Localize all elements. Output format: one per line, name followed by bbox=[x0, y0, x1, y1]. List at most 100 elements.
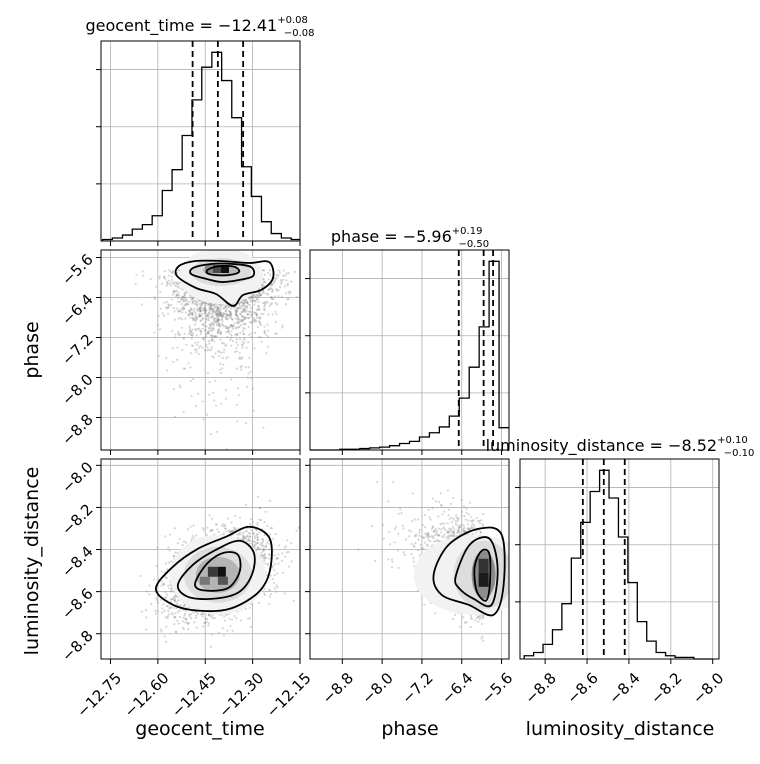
scatter-point bbox=[188, 314, 190, 316]
tick-label-y: −8.8 bbox=[58, 410, 96, 448]
scatter-point bbox=[286, 539, 288, 541]
scatter-point bbox=[259, 318, 261, 320]
scatter-point bbox=[159, 291, 161, 293]
scatter-point bbox=[155, 612, 157, 614]
scatter-point bbox=[281, 552, 283, 554]
scatter-point bbox=[295, 530, 297, 532]
scatter-point bbox=[179, 609, 181, 611]
scatter-point bbox=[192, 378, 194, 380]
scatter-point bbox=[173, 307, 175, 309]
scatter-point bbox=[249, 371, 251, 373]
scatter-point bbox=[156, 547, 158, 549]
scatter-point bbox=[191, 344, 193, 346]
scatter-point bbox=[157, 602, 159, 604]
scatter-point bbox=[250, 332, 252, 334]
scatter-point bbox=[191, 308, 193, 310]
scatter-point bbox=[226, 308, 228, 310]
scatter-point bbox=[256, 522, 258, 524]
scatter-point bbox=[168, 274, 170, 276]
scatter-point bbox=[172, 294, 174, 296]
scatter-point bbox=[181, 318, 183, 320]
scatter-point bbox=[242, 305, 244, 307]
scatter-point bbox=[227, 356, 229, 358]
panel-scatter-luminosity-distance-vs-geocent-time: −12.75−12.60−12.45−12.30−12.15−8.8−8.6−8… bbox=[58, 458, 315, 721]
scatter-point bbox=[223, 525, 225, 527]
scatter-point bbox=[260, 552, 262, 554]
scatter-point bbox=[281, 296, 283, 298]
scatter-point bbox=[165, 626, 167, 628]
scatter-point bbox=[199, 310, 201, 312]
scatter-point bbox=[200, 308, 202, 310]
scatter-point bbox=[155, 597, 157, 599]
scatter-point bbox=[269, 596, 271, 598]
scatter-point bbox=[177, 542, 179, 544]
scatter-point bbox=[168, 562, 170, 564]
scatter-point bbox=[163, 635, 165, 637]
scatter-point bbox=[252, 297, 254, 299]
scatter-point bbox=[202, 527, 204, 529]
scatter-point bbox=[262, 283, 264, 285]
scatter-point bbox=[193, 308, 195, 310]
scatter-point bbox=[284, 285, 286, 287]
scatter-point bbox=[266, 292, 268, 294]
panel-hist-phase bbox=[305, 250, 509, 455]
scatter-point bbox=[183, 628, 185, 630]
scatter-point bbox=[225, 310, 227, 312]
scatter-point bbox=[253, 312, 255, 314]
scatter-point bbox=[250, 316, 252, 318]
scatter-point bbox=[207, 625, 209, 627]
scatter-point bbox=[254, 332, 256, 334]
panel-scatter-luminosity-distance-vs-phase: −8.8−8.0−7.2−6.4−5.6 bbox=[305, 459, 534, 708]
scatter-point bbox=[212, 304, 214, 306]
scatter-point bbox=[163, 314, 165, 316]
scatter-point bbox=[264, 521, 266, 523]
scatter-point bbox=[196, 301, 198, 303]
scatter-point bbox=[232, 630, 234, 632]
scatter-point bbox=[245, 504, 247, 506]
scatter-point bbox=[231, 319, 233, 321]
scatter-point bbox=[235, 327, 237, 329]
scatter-point bbox=[205, 325, 207, 327]
scatter-point bbox=[275, 288, 277, 290]
scatter-point bbox=[260, 519, 262, 521]
scatter-point bbox=[209, 381, 211, 383]
scatter-point bbox=[163, 276, 165, 278]
scatter-point bbox=[465, 507, 467, 509]
scatter-point bbox=[183, 614, 185, 616]
scatter-point bbox=[213, 328, 215, 330]
tick-label-y: −8.2 bbox=[58, 500, 96, 538]
scatter-point bbox=[173, 555, 175, 557]
scatter-point bbox=[241, 340, 243, 342]
scatter-point bbox=[159, 275, 161, 277]
scatter-point bbox=[181, 311, 183, 313]
scatter-point bbox=[240, 358, 242, 360]
scatter-point bbox=[290, 281, 292, 283]
scatter-point bbox=[284, 556, 286, 558]
scatter-point bbox=[232, 340, 234, 342]
scatter-point bbox=[258, 295, 260, 297]
scatter-point bbox=[180, 297, 182, 299]
scatter-point bbox=[228, 306, 230, 308]
scatter-point bbox=[209, 313, 211, 315]
scatter-point bbox=[278, 544, 280, 546]
scatter-point bbox=[194, 312, 196, 314]
scatter-point bbox=[276, 313, 278, 315]
scatter-point bbox=[220, 403, 222, 405]
scatter-point bbox=[229, 339, 231, 341]
scatter-point bbox=[213, 399, 215, 401]
scatter-point bbox=[256, 537, 258, 539]
scatter-point bbox=[249, 523, 251, 525]
scatter-point bbox=[254, 319, 256, 321]
scatter-point bbox=[272, 578, 274, 580]
scatter-point bbox=[261, 292, 263, 294]
scatter-point bbox=[170, 606, 172, 608]
scatter-point bbox=[209, 327, 211, 329]
scatter-point bbox=[161, 611, 163, 613]
scatter-point bbox=[157, 315, 159, 317]
scatter-point bbox=[211, 339, 213, 341]
scatter-point bbox=[218, 632, 220, 634]
scatter-point bbox=[254, 541, 256, 543]
scatter-point bbox=[254, 321, 256, 323]
scatter-point bbox=[216, 528, 218, 530]
scatter-point bbox=[217, 330, 219, 332]
